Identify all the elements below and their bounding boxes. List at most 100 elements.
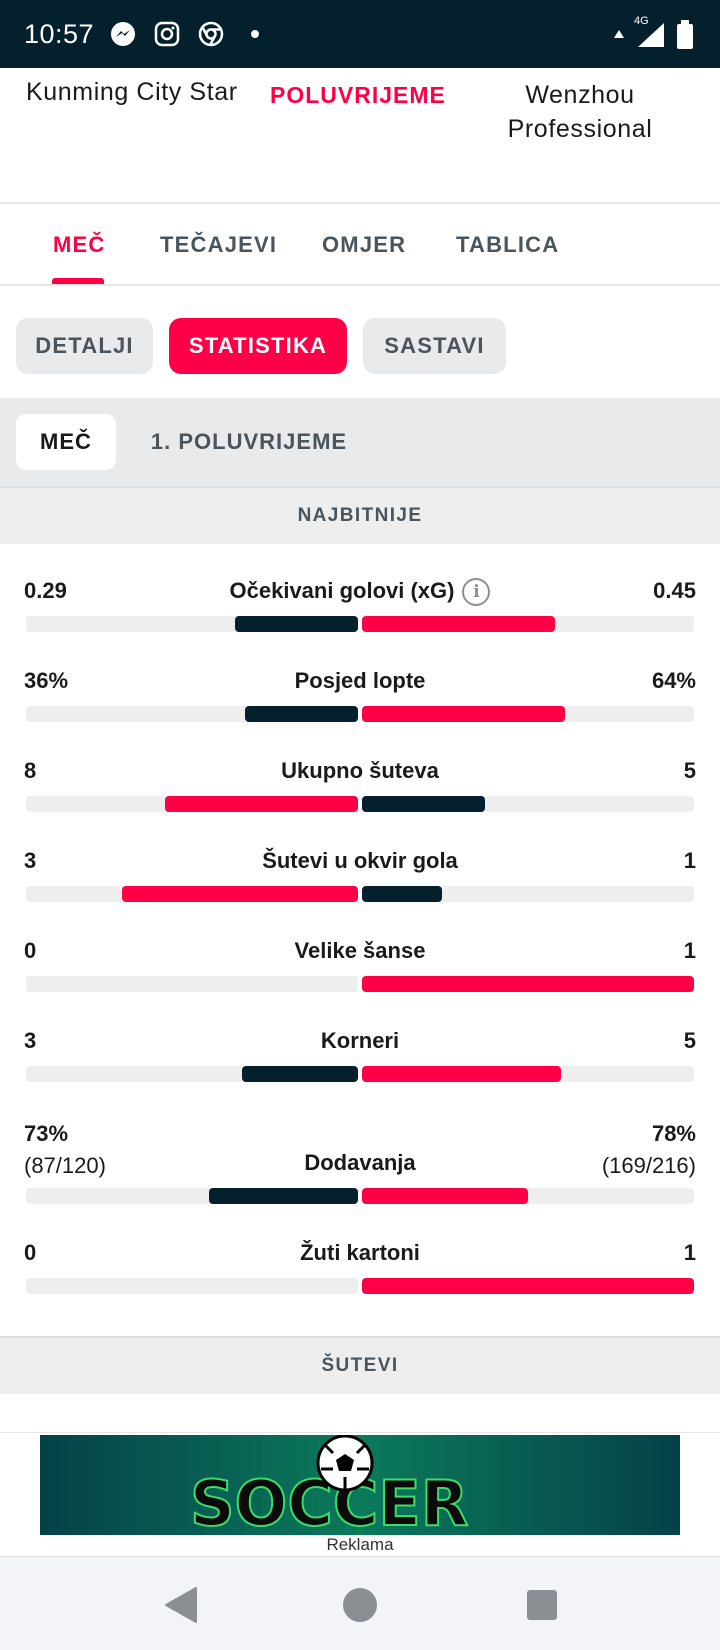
away-team-name[interactable]: Wenzhou Professional (507, 81, 653, 143)
stat-home-value: 36% (24, 668, 69, 693)
tab-h2h[interactable]: OMJER (322, 232, 407, 257)
home-bar-track (26, 1188, 358, 1204)
tab-table[interactable]: TABLICA (456, 232, 560, 257)
stat-away-percent: 78% (651, 1121, 696, 1146)
period-first-half[interactable]: 1. POLUVRIJEME (150, 429, 348, 454)
info-icon[interactable]: i (462, 578, 491, 607)
stat-away-value: 1 (683, 1240, 696, 1265)
status-icons: 4G (612, 15, 694, 50)
away-bar-fill (362, 796, 485, 812)
home-bar-track (26, 796, 358, 812)
stat-row-passes: 73% (87/120) Dodavanja 78% (169/216) (0, 1114, 720, 1224)
main-tabs: MEČ TEČAJEVI OMJER TABLICA (0, 204, 720, 286)
soccer-logo-image: SOCCER (189, 1435, 469, 1535)
away-bar-fill (362, 886, 442, 902)
away-bar-fill (362, 976, 694, 992)
stat-label: Žuti kartoni (300, 1240, 420, 1265)
stat-label: Velike šanse (294, 938, 426, 963)
away-bar-fill (362, 616, 555, 632)
away-bar-fill (362, 1278, 694, 1294)
tab-odds[interactable]: TEČAJEVI (160, 232, 278, 257)
away-bar-fill (362, 1188, 528, 1204)
home-bar-fill (209, 1188, 358, 1204)
instagram-icon (152, 19, 182, 49)
stat-home-value: 8 (24, 758, 37, 783)
ad-container: SOCCER Reklama (0, 1432, 720, 1556)
stat-home-detail: (87/120) (24, 1153, 106, 1178)
home-bar-fill (245, 706, 358, 722)
messenger-icon (108, 19, 138, 49)
section-shots-header: ŠUTEVI (0, 1336, 720, 1394)
stat-away-value: 1 (683, 848, 696, 873)
stat-row-big-chances: 0 Velike šanse 1 (0, 934, 720, 1014)
home-bar-track (26, 616, 358, 632)
stat-home-value: 3 (24, 1028, 37, 1053)
home-bar-track (26, 1278, 358, 1294)
stat-label: Šutevi u okvir gola (262, 848, 458, 873)
stat-label: Korneri (320, 1028, 400, 1053)
stat-home-value: 73% (87/120) (24, 1118, 106, 1182)
home-bar-track (26, 1066, 358, 1082)
cell-signal-icon: 4G (634, 15, 666, 49)
status-bar: 10:57 4G (0, 0, 720, 68)
tab-details[interactable]: DETALJI (16, 318, 153, 374)
tab-match[interactable]: MEČ (53, 232, 106, 257)
home-bar-track (26, 706, 358, 722)
away-bar-fill (362, 706, 565, 722)
sub-tabs: DETALJI STATISTIKA SASTAVI (0, 286, 720, 398)
stat-away-value: 0.45 (653, 578, 696, 603)
back-icon[interactable] (160, 1585, 200, 1625)
home-bar-fill (242, 1066, 358, 1082)
network-type-label: 4G (634, 15, 649, 27)
stat-away-value: 78% (169/216) (602, 1118, 696, 1182)
soccer-ball-icon (316, 1435, 374, 1492)
away-bar-track (362, 1188, 694, 1204)
home-bar-track (26, 976, 358, 992)
section-highlights-header: NAJBITNIJE (0, 486, 720, 544)
match-status: POLUVRIJEME (270, 82, 446, 108)
chrome-icon (196, 19, 226, 49)
away-bar-track (362, 796, 694, 812)
active-tab-indicator (52, 278, 104, 284)
away-bar-track (362, 886, 694, 902)
home-bar-fill (235, 616, 358, 632)
stat-away-value: 1 (683, 938, 696, 963)
ad-label: Reklama (326, 1535, 394, 1554)
recents-icon[interactable] (522, 1585, 562, 1625)
stat-label: Posjed lopte (294, 668, 426, 693)
match-header: Kunming City Star POLUVRIJEME Wenzhou Pr… (0, 68, 720, 204)
stat-home-value: 0 (24, 1240, 37, 1265)
away-bar-track (362, 706, 694, 722)
away-bar-track (362, 1278, 694, 1294)
period-match[interactable]: MEČ (16, 414, 116, 470)
tab-statistics[interactable]: STATISTIKA (169, 318, 347, 374)
home-icon[interactable] (340, 1585, 380, 1625)
battery-icon (677, 20, 693, 49)
stat-home-percent: 73% (24, 1121, 69, 1146)
stat-home-value: 0 (24, 938, 37, 963)
home-bar-track (26, 886, 358, 902)
away-bar-track (362, 976, 694, 992)
home-bar-fill (165, 796, 358, 812)
period-switch: MEČ 1. POLUVRIJEME (0, 398, 720, 486)
tab-lineups[interactable]: SASTAVI (363, 318, 506, 374)
stat-row-shots-on-target: 3 Šutevi u okvir gola 1 (0, 844, 720, 924)
stat-home-value: 0.29 (24, 578, 67, 603)
home-team-name[interactable]: Kunming City Star (26, 78, 238, 106)
away-bar-fill (362, 1066, 561, 1082)
wifi-arrow-icon (614, 30, 624, 38)
stat-label: Očekivani golovi (xG) (229, 578, 455, 603)
stat-label: Ukupno šuteva (281, 758, 439, 783)
stat-away-detail: (169/216) (601, 1153, 696, 1178)
away-bar-track (362, 616, 694, 632)
clock: 10:57 (24, 18, 95, 49)
stat-row-yellow-cards: 0 Žuti kartoni 1 (0, 1236, 720, 1316)
away-bar-track (362, 1066, 694, 1082)
stat-home-value: 3 (24, 848, 37, 873)
stat-row-total-shots: 8 Ukupno šuteva 5 (0, 754, 720, 834)
ad-banner[interactable]: SOCCER (40, 1435, 680, 1535)
stat-row-xg: 0.29 Očekivani golovi (xG) i 0.45 (0, 574, 720, 654)
stat-label: Dodavanja (304, 1150, 416, 1175)
notification-dot-icon (240, 19, 270, 49)
stat-row-corners: 3 Korneri 5 (0, 1024, 720, 1104)
